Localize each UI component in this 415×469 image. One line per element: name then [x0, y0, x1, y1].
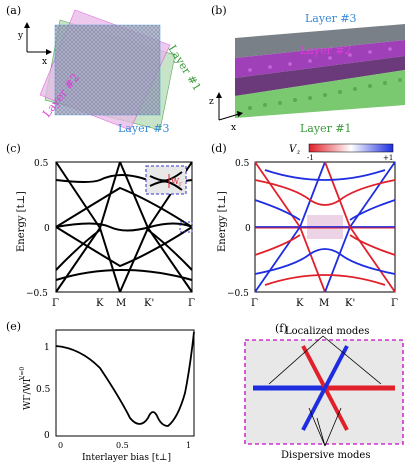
panel-d: (d) V z -1 +1 Energy [t⊥] [205, 140, 415, 310]
xtick-4: Γ [188, 298, 195, 309]
xtick-2: M [116, 298, 126, 309]
xtick-4: Γ [391, 298, 398, 309]
layer-2-label: Layer #2 [300, 44, 352, 57]
dispersive-modes-label: Dispersive modes [281, 450, 370, 461]
xtick-2: M [319, 298, 329, 309]
y-axis-label: Energy [t⊥] [217, 191, 228, 252]
x-axis-label: Interlayer bias [t⊥] [82, 453, 171, 463]
xtick-3: K' [144, 298, 154, 309]
colorbar-sub: z [296, 149, 301, 156]
panel-a-label: (a) [6, 4, 22, 17]
xtick-1: K [96, 298, 104, 309]
ytick-2: −0.5 [26, 289, 48, 299]
panel-d-chart: V z -1 +1 Energy [t⊥] 0.5 0 −0.5 Γ K [217, 143, 398, 309]
ytick-1: 0 [44, 224, 50, 234]
layer-3-sheet [235, 24, 405, 58]
xtick-3: K' [345, 298, 355, 309]
ytick-0: 0.5 [235, 159, 250, 169]
colorbar [308, 143, 394, 153]
panel-c-label: (c) [6, 142, 21, 155]
y-axis-label: WΓ/WΓ [23, 376, 33, 410]
bandwidth-curve [55, 331, 195, 427]
panel-c-chart: Energy [t⊥] W Γ 0.5 0 −0.5 Γ K M K' [16, 159, 195, 309]
ytick-1: 0 [245, 224, 251, 234]
colorbar-min: -1 [307, 154, 314, 162]
layer-1-label: Layer #1 [300, 122, 352, 135]
panel-b-label: (b) [211, 4, 227, 17]
ytick-1: 0.5 [36, 385, 51, 395]
plot-frame [55, 329, 195, 437]
xtick-1: K [296, 298, 304, 309]
panel-b: (b) z x Layer #3 Layer #2 Layer #1 [205, 0, 415, 140]
ytick-2: 0 [44, 431, 50, 441]
zoom-region [179, 221, 193, 233]
y-axis-sup: V=0 [19, 367, 26, 381]
colorbar-label: V [289, 144, 298, 155]
xtick-2: 1 [186, 441, 191, 450]
panel-e: (e) WΓ/WΓ V=0 1 0.5 0 0 0.5 1 Interlayer… [0, 318, 205, 465]
y-axis-label: Energy [t⊥] [16, 191, 27, 252]
xtick-0: 0 [58, 441, 63, 450]
axis-z-label: z [209, 97, 214, 107]
layer-1-sheet [235, 70, 405, 118]
panel-c: (c) Energy [t⊥] W Γ 0.5 0 −0.5 Γ K [0, 140, 205, 310]
xtick-0: Γ [251, 298, 258, 309]
ytick-0: 1 [44, 343, 50, 353]
inset-label: W [171, 177, 180, 186]
xtick-0: Γ [52, 298, 59, 309]
panel-f-label: (f) [275, 322, 288, 335]
band-lines [254, 161, 396, 293]
panel-a: (a) y x Layer #2 Layer #1 Layer #3 [0, 0, 204, 140]
inset-sub: Γ [179, 182, 183, 188]
ytick-2: −0.5 [227, 289, 249, 299]
axis-x-label: x [42, 57, 47, 67]
colorbar-max: +1 [383, 154, 393, 162]
layer-3-label: Layer #3 [305, 12, 357, 25]
layer-3-label: Layer #3 [118, 122, 170, 135]
axis-x-label: x [231, 123, 236, 133]
panel-e-label: (e) [6, 320, 22, 333]
xtick-1: 0.5 [116, 441, 129, 450]
axis-y-label: y [17, 31, 24, 41]
panel-b-figure: z x Layer #3 Layer #2 Layer #1 [209, 12, 405, 135]
layer-2-sheet [235, 40, 405, 78]
panel-e-chart: WΓ/WΓ V=0 1 0.5 0 0 0.5 1 Interlayer bia… [19, 329, 195, 463]
panel-f: (f) Localized modes Dispersive modes [205, 318, 415, 465]
panel-d-label: (d) [211, 142, 227, 155]
pointer-arrows [268, 335, 382, 447]
panel-f-figure: Localized modes Dispersive modes [244, 326, 404, 461]
band-lines [55, 161, 193, 293]
ytick-0: 0.5 [34, 159, 49, 169]
panel-a-figure: y x Layer #2 Layer #1 Layer #3 [17, 9, 204, 135]
localized-modes-label: Localized modes [285, 326, 369, 337]
dispersive-blue-1 [301, 345, 349, 431]
